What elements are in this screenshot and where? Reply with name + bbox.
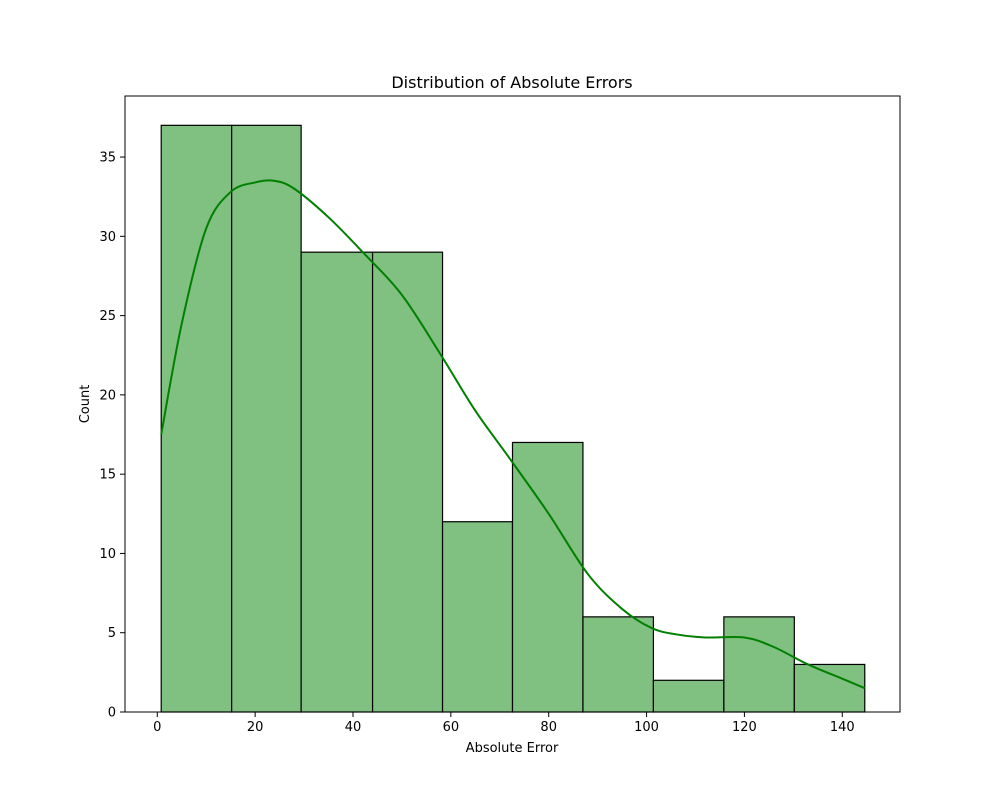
y-tick-label: 5 [108,626,116,641]
x-axis-ticks: 0 20 40 60 80 100 120 140 [153,712,855,735]
y-tick-label: 10 [99,547,116,562]
x-tick-label: 60 [443,720,460,735]
histogram-bar-6 [511,441,584,713]
y-axis-ticks: 0 5 10 15 20 25 30 35 [99,151,125,721]
y-tick-label: 20 [99,388,116,403]
y-tick-label: 0 [108,706,116,721]
histogram-bar-8 [652,679,725,713]
x-tick-label: 80 [540,720,557,735]
x-tick-label: 100 [634,720,659,735]
plot-frame [124,95,901,713]
chart-title: Distribution of Absolute Errors [391,73,632,92]
histogram-bar-3 [300,251,374,713]
histogram-bar-1 [160,124,233,713]
x-axis-label: Absolute Error [466,741,559,756]
x-tick-label: 120 [732,720,757,735]
histogram-bar-7 [582,616,655,713]
histogram-bars [160,124,866,713]
x-tick-label: 140 [830,720,855,735]
histogram-bar-9 [723,616,795,713]
kde-curve [160,179,866,690]
histogram-bar-2 [231,124,302,713]
y-tick-label: 30 [99,230,116,245]
x-tick-label: 0 [153,720,161,735]
y-tick-label: 15 [99,468,116,483]
histogram-bar-4 [371,251,444,713]
y-tick-label: 35 [99,151,116,166]
y-tick-label: 25 [99,309,116,324]
x-tick-label: 20 [247,720,264,735]
histogram-bar-5 [441,521,514,713]
y-axis-label: Count [78,385,93,424]
x-tick-label: 40 [345,720,362,735]
histogram-bar-10 [793,663,866,713]
plot-area: 0 20 40 60 80 100 120 140 0 5 10 15 20 25 30 35 [99,95,901,735]
